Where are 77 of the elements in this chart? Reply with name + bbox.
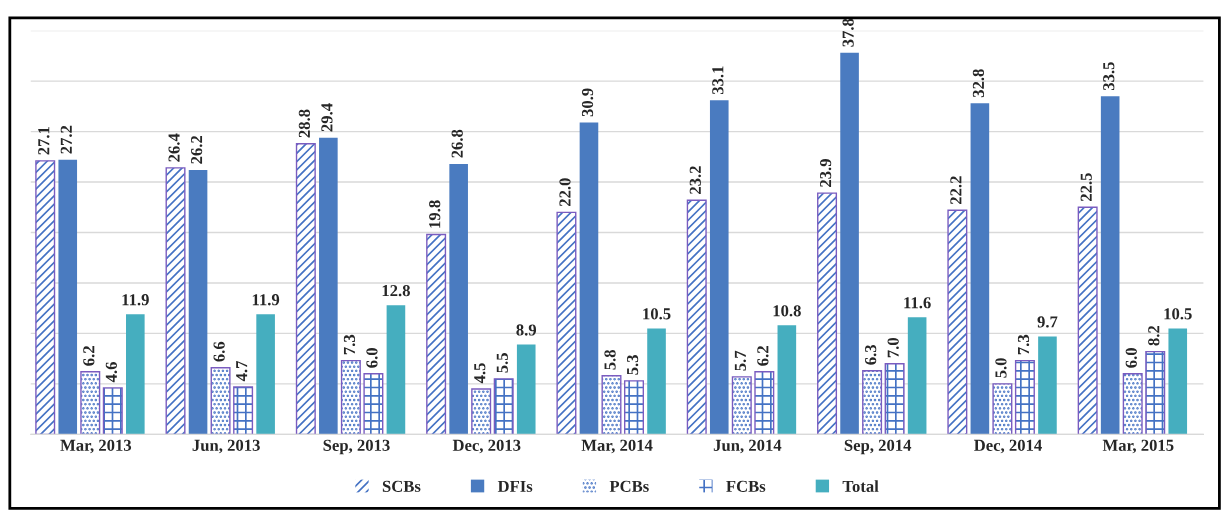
legend-label: DFIs [497,480,533,492]
x-tick-label: Mar, 2013 [60,439,132,454]
bar [579,122,599,435]
data-label: 32.8 [972,69,985,98]
data-label: 10.5 [1164,308,1192,320]
data-label: 7.3 [343,334,356,355]
legend-label: FCBs [726,480,766,492]
bar [58,159,78,435]
data-label: 7.0 [887,337,899,358]
data-label: 28.8 [298,109,311,138]
data-label: 10.8 [773,305,801,317]
x-tick-label: Dec, 2013 [452,439,521,454]
data-label: 5.0 [995,358,1007,378]
data-label: 6.2 [757,346,769,366]
data-label: 37.8 [842,18,854,47]
bar [386,305,406,435]
data-label: 5.5 [496,353,508,373]
bar [516,344,536,435]
data-label: 5.3 [626,355,639,375]
bar [840,52,859,435]
data-label: 4.7 [236,360,248,382]
data-label: 9.7 [1037,316,1058,328]
bar [777,325,797,435]
bar [188,169,208,435]
x-tick-label: Mar, 2014 [581,439,653,454]
data-label: 8.2 [1148,325,1160,346]
data-label: 26.4 [168,133,180,162]
x-tick-label: Jun, 2013 [192,439,260,454]
x-tick-label: Mar, 2015 [1102,439,1174,454]
data-label: 33.1 [712,66,724,95]
bar [1168,328,1188,435]
bar [1100,96,1120,435]
legend-label: SCBs [382,480,421,492]
data-label: 33.5 [1103,62,1115,91]
data-label: 22.5 [1080,173,1092,202]
data-label: 26.8 [451,129,463,158]
data-label: 26.2 [191,135,203,164]
data-label: 11.9 [122,294,149,306]
data-label: 8.9 [516,324,537,336]
x-tick-label: Jun, 2014 [713,439,782,454]
data-label: 27.2 [60,125,72,154]
bar [647,328,666,435]
bar [709,100,729,435]
data-label: 11.6 [904,297,931,309]
data-label: 6.6 [213,341,225,362]
bar [126,314,145,435]
data-label: 29.4 [321,103,333,132]
x-tick-label: Sep, 2014 [844,439,912,455]
data-label: 6.0 [366,348,378,368]
data-label: 23.2 [689,166,701,194]
x-tick-label: Dec, 2014 [974,439,1042,454]
data-label: 6.3 [865,344,877,365]
data-label: 10.5 [643,308,671,320]
data-label: 4.6 [105,362,118,383]
bar [1038,336,1057,435]
data-label: 22.0 [559,178,571,207]
data-label: 7.3 [1017,334,1030,355]
bar [970,103,990,435]
bar [319,137,338,435]
bar [907,317,927,435]
data-label: 27.1 [38,126,50,155]
bar [256,314,275,435]
data-label: 5.8 [604,349,616,370]
data-label: 22.2 [950,176,962,205]
data-label: 6.2 [83,346,95,366]
data-label: 12.8 [382,284,410,297]
data-label: 4.5 [474,363,486,384]
data-label: 6.0 [1125,348,1137,368]
data-label: 5.7 [734,350,747,371]
data-label: 23.9 [820,159,832,187]
legend-label: Total [842,480,879,492]
data-label: 11.9 [252,294,280,306]
data-label: 30.9 [581,88,594,117]
bar [449,163,468,435]
x-tick-label: Sep, 2013 [323,439,390,455]
data-label: 19.8 [429,200,441,228]
legend-label: PCBs [609,480,649,492]
